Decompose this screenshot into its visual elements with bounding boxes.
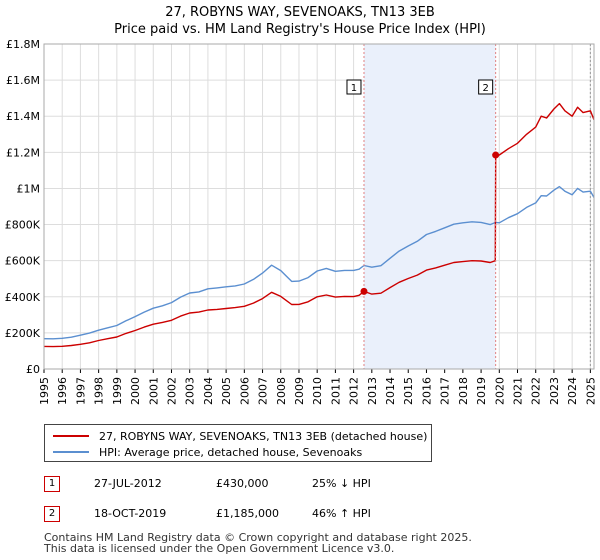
x-tick-label: 2004: [202, 377, 215, 405]
shaded-region-group: [363, 44, 591, 369]
legend: 27, ROBYNS WAY, SEVENOAKS, TN13 3EB (det…: [44, 424, 432, 462]
x-tick-label: 2025: [584, 377, 597, 405]
x-tick-label: 2018: [457, 377, 470, 405]
y-tick-label: £200K: [5, 327, 41, 340]
sale-point: [360, 287, 368, 295]
x-tick-label: 2024: [566, 377, 579, 405]
x-tick-label: 2020: [493, 377, 506, 405]
transaction-hpi-change: 46% ↑ HPI: [312, 507, 371, 520]
annotation-box: [346, 79, 362, 95]
footer: Contains HM Land Registry data © Crown c…: [44, 532, 472, 554]
series-line-hpi: [43, 185, 595, 340]
x-tick-label: 1995: [38, 377, 51, 405]
chart-title-line: 27, ROBYNS WAY, SEVENOAKS, TN13 3EB: [165, 5, 435, 20]
sale-point: [492, 151, 500, 159]
x-tick-label: 2000: [129, 377, 142, 405]
plot-background: [44, 44, 594, 369]
transaction-price: £1,185,000: [216, 507, 279, 520]
x-tick-label: 2006: [238, 377, 251, 405]
x-tick-label: 2017: [439, 377, 452, 405]
y-tick-label: £1.4M: [6, 110, 40, 123]
x-tick-label: 2013: [366, 377, 379, 405]
y-tick-label: £1.8M: [6, 38, 40, 51]
legend-label-property: 27, ROBYNS WAY, SEVENOAKS, TN13 3EB (det…: [99, 429, 428, 443]
x-tick-label: 2010: [311, 377, 324, 405]
y-tick-label: £0: [26, 363, 40, 376]
x-tick-label: 2005: [220, 377, 233, 405]
series-lines: [43, 102, 595, 348]
legend-label-hpi: HPI: Average price, detached house, Seve…: [99, 445, 363, 459]
x-tick-label: 2001: [147, 377, 160, 405]
shaded-region: [363, 44, 496, 369]
legend-swatch-hpi: [53, 451, 89, 453]
x-tick-label: 1998: [93, 377, 106, 405]
x-tick-label: 2023: [548, 377, 561, 405]
legend-swatch-property: [53, 435, 89, 437]
grid: [43, 43, 594, 370]
y-tick-label: £600K: [5, 255, 41, 268]
y-tick-label: £400K: [5, 291, 41, 304]
y-tick-label: £800K: [5, 219, 41, 232]
transaction-hpi-change: 25% ↓ HPI: [312, 477, 371, 490]
x-tick-label: 2003: [184, 377, 197, 405]
plot-frame: [43, 43, 595, 370]
annotation-label: 1: [351, 83, 357, 94]
y-tick-label: £1M: [17, 182, 41, 195]
transaction-badge: 2: [44, 506, 60, 522]
x-tick-label: 2021: [512, 377, 525, 405]
x-tick-label: 2012: [348, 377, 361, 405]
x-tick-label: 1999: [111, 377, 124, 405]
x-tick-label: 2002: [165, 377, 178, 405]
annotation-box: [478, 79, 494, 95]
x-tick-label: 2016: [420, 377, 433, 405]
x-tick-label: 2015: [402, 377, 415, 405]
x-tick-label: 1997: [74, 377, 87, 405]
axis-group: £0 £200K £400K £600K £800K £1M £1.2M £1.4M £1.6M…: [5, 38, 598, 405]
x-tick-label: 2019: [475, 377, 488, 405]
x-tick-label: 2022: [530, 377, 543, 405]
legend-item-property: 27, ROBYNS WAY, SEVENOAKS, TN13 3EB (det…: [53, 428, 427, 444]
annotation-label: 2: [482, 83, 488, 94]
series-line-property: [43, 102, 595, 348]
x-tick-label: 2007: [257, 377, 270, 405]
footer-copyright: Contains HM Land Registry data © Crown c…: [44, 531, 472, 544]
x-tick-label: 2009: [293, 377, 306, 405]
chart-title: 27, ROBYNS WAY, SEVENOAKS, TN13 3EB Pric…: [0, 4, 600, 38]
transaction-date: 18-OCT-2019: [94, 507, 167, 520]
x-tick-label: 2011: [329, 377, 342, 405]
chart-subtitle: Price paid vs. HM Land Registry's House …: [114, 22, 486, 37]
footer-licence: This data is licensed under the Open Gov…: [44, 542, 395, 555]
x-tick-label: 2008: [275, 377, 288, 405]
x-tick-label: 1996: [56, 377, 69, 405]
transaction-price: £430,000: [216, 477, 269, 490]
legend-item-hpi: HPI: Average price, detached house, Seve…: [53, 444, 362, 460]
y-tick-label: £1.6M: [6, 74, 40, 87]
transaction-date: 27-JUL-2012: [94, 477, 162, 490]
transaction-badge: 1: [44, 476, 60, 492]
x-tick-label: 2014: [384, 377, 397, 405]
y-tick-label: £1.2M: [6, 146, 40, 159]
